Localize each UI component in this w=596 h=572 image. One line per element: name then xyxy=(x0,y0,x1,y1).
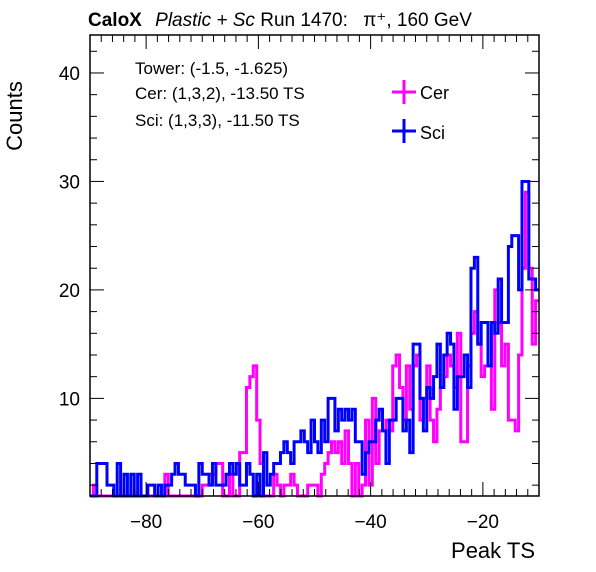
x-axis-title: Peak TS xyxy=(451,538,535,563)
legend-entry-sci: Sci xyxy=(392,119,445,143)
legend-label-sci: Sci xyxy=(420,123,445,143)
title-particle: π⁺, 160 GeV xyxy=(363,10,472,31)
svg-text:CaloX Plastic + Sc: CaloX Plastic + Sc Run 1470: π⁺, 160 GeV xyxy=(88,10,472,31)
info-tower: Tower: (-1.5, -1.625) xyxy=(135,59,288,78)
info-sci: Sci: (1,3,3), -11.50 TS xyxy=(135,111,300,130)
title-bold: CaloX xyxy=(88,10,142,31)
y-tick-label: 40 xyxy=(59,64,80,85)
x-tick-label: −60 xyxy=(242,512,274,533)
title-italic: Plastic + Sc xyxy=(155,10,255,31)
x-tick-label: −80 xyxy=(130,512,162,533)
series-sci-line xyxy=(90,179,539,498)
title-run: Run 1470: xyxy=(260,10,348,31)
x-tick-label: −40 xyxy=(355,512,387,533)
info-box: Tower: (-1.5, -1.625) Cer: (1,3,2), -13.… xyxy=(135,59,305,130)
y-tick-label: 30 xyxy=(59,172,80,193)
y-axis-title: Counts xyxy=(2,81,27,151)
x-tick-label: −20 xyxy=(467,512,499,533)
y-tick-label: 10 xyxy=(59,389,80,410)
chart-title: CaloX Plastic + Sc Run 1470: π⁺, 160 GeV xyxy=(88,10,472,31)
y-tick-label: 20 xyxy=(59,281,80,302)
info-cer: Cer: (1,3,2), -13.50 TS xyxy=(135,84,305,103)
legend-label-cer: Cer xyxy=(420,83,449,103)
legend: Cer Sci xyxy=(392,80,449,143)
legend-entry-cer: Cer xyxy=(392,80,449,104)
